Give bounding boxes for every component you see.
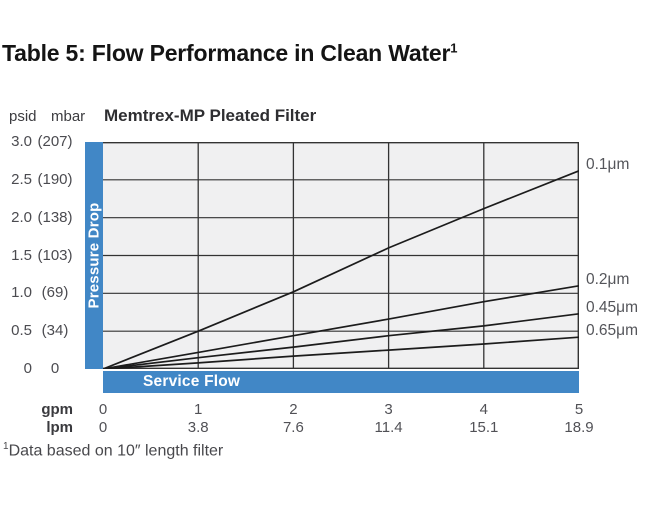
y-tick-psid: 2.5 [11,170,32,188]
page-title-superscript: 1 [450,40,458,56]
x-axis-label: Service Flow [143,373,241,390]
y-tick-mbar: (207) [37,133,73,150]
y-tick-psid: 0 [23,360,32,377]
series-label-0.1μm: 0.1μm [586,155,630,173]
y-axis-unit-psid: psid [9,108,37,125]
footnote: 1Data based on 10″ length filter [3,441,223,460]
series-line-0.45μm [103,312,579,369]
y-tick-mbar: (138) [37,208,73,226]
x-tick-gpm: 4 [479,401,488,418]
y-tick-mbar: (103) [37,246,73,264]
y-tick-psid: 1.0 [11,284,32,302]
x-tick-lpm: 11.4 [374,419,403,436]
x-tick-lpm: 3.8 [187,419,209,436]
y-axis-unit-mbar: mbar [51,108,86,125]
series-line-0.1μm [103,169,579,369]
x-tick-lpm: 0 [98,419,108,436]
series-label-0.2μm: 0.2μm [586,270,630,288]
series-line-0.65μm [103,336,579,369]
y-tick-psid: 0.5 [11,322,32,340]
x-tick-gpm: 1 [194,401,203,418]
y-tick-mbar: (34) [41,322,69,340]
y-tick-mbar: (190) [37,170,73,188]
pressure-drop-axis-bar: Pressure Drop [85,142,103,369]
x-row-unit-label-gpm: gpm [41,401,73,418]
x-row-unit-label-lpm: lpm [46,419,73,436]
service-flow-axis-bar: Service Flow [103,371,579,393]
x-tick-gpm: 0 [98,401,108,418]
plot-area [103,142,579,369]
series-label-0.65μm: 0.65μm [586,322,639,340]
x-tick-gpm: 2 [289,401,298,418]
series-label-0.45μm: 0.45μm [586,298,639,316]
page-title-text: Table 5: Flow Performance in Clean Water [2,40,451,66]
y-tick-psid: 3.0 [11,133,32,150]
series-line-0.2μm [103,284,579,369]
x-tick-lpm: 7.6 [282,419,304,436]
chart-title: Memtrex-MP Pleated Filter [104,106,317,125]
y-tick-psid: 2.0 [11,208,32,226]
footnote-text: Data based on 10″ length filter [8,442,224,460]
x-tick-lpm: 15.1 [469,419,499,436]
y-tick-psid: 1.5 [11,246,32,264]
footnote-superscript: 1 [3,441,9,452]
y-tick-mbar: (69) [41,284,69,302]
x-tick-lpm: 18.9 [564,419,594,436]
y-tick-mbar: 0 [50,360,60,377]
page-title: Table 5: Flow Performance in Clean Water… [2,40,458,67]
x-tick-gpm: 3 [384,401,393,418]
x-tick-gpm: 5 [574,401,584,418]
y-axis-label: Pressure Drop [85,202,103,309]
